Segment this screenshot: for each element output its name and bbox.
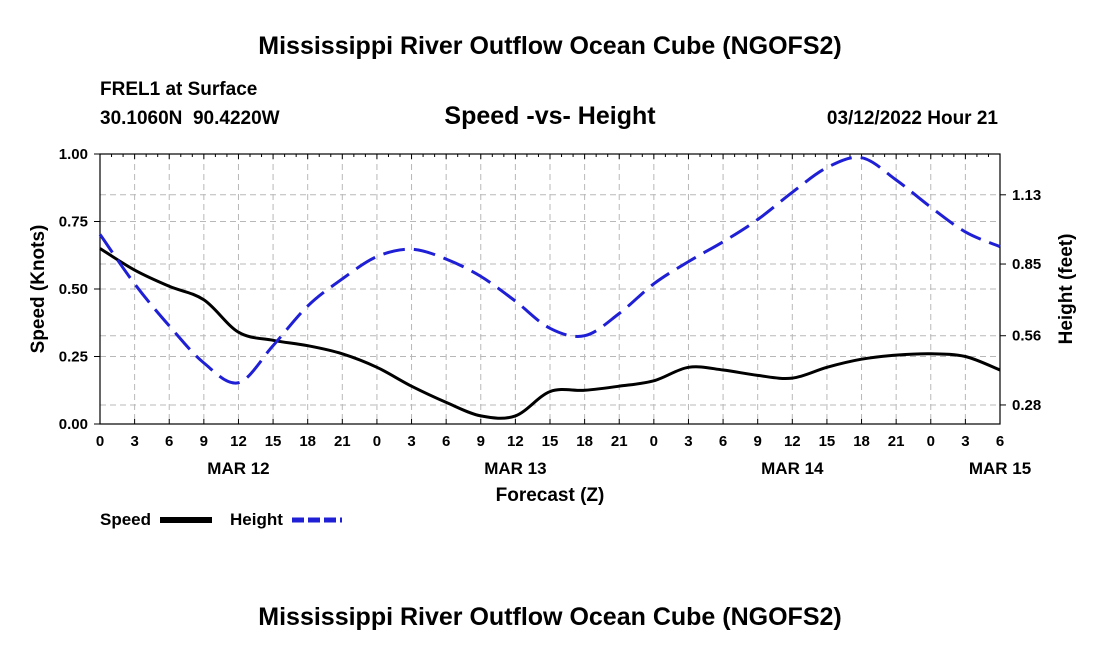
x-tick-label: 0 <box>650 433 658 450</box>
y-tick-label: 0.50 <box>59 281 88 298</box>
height-series-line <box>98 155 1001 385</box>
y2-tick-label: 0.56 <box>1012 328 1041 345</box>
y-tick-label: 0.25 <box>59 349 88 366</box>
x-tick-label: 21 <box>888 433 905 450</box>
x-tick-label: 3 <box>684 433 692 450</box>
x-tick-label: 15 <box>265 433 282 450</box>
gridlines <box>99 153 1001 425</box>
x-tick-label: 6 <box>165 433 173 450</box>
legend-speed-label: Speed <box>100 510 151 529</box>
footer-title: Mississippi River Outflow Ocean Cube (NG… <box>258 603 841 631</box>
station-label: FREL1 at Surface <box>100 79 257 100</box>
y-axis-title: Speed (Knots) <box>28 225 49 354</box>
x-tick-label: 21 <box>611 433 628 450</box>
x-tick-label: 18 <box>853 433 870 450</box>
axis-tick-labels: 0 3 6 9 12 15 18 21 0 3 6 9 12 15 18 21 0 3 6 9 12 15 18 21 0 3 6 M… <box>59 146 1041 478</box>
x-tick-label: 0 <box>96 433 104 450</box>
y2-tick-label: 0.85 <box>1012 256 1041 273</box>
y2-tick-label: 1.13 <box>1012 187 1041 204</box>
x-tick-label: 15 <box>542 433 559 450</box>
x-tick-label: 0 <box>373 433 381 450</box>
speed-series-line <box>99 247 1001 420</box>
date-label: MAR 14 <box>761 459 824 478</box>
x-tick-label: 15 <box>819 433 836 450</box>
x-axis-title: Forecast (Z) <box>496 485 605 506</box>
y2-tick-label: 0.28 <box>1012 397 1041 414</box>
y2-axis-title: Height (feet) <box>1056 234 1077 345</box>
x-tick-label: 12 <box>784 433 801 450</box>
x-tick-label: 0 <box>927 433 935 450</box>
forecast-datetime: 03/12/2022 Hour 21 <box>827 108 999 129</box>
page-title: Mississippi River Outflow Ocean Cube (NG… <box>258 32 841 60</box>
x-tick-label: 6 <box>996 433 1004 450</box>
x-tick-label: 6 <box>719 433 727 450</box>
series-lines <box>98 155 1001 420</box>
y-tick-label: 0.75 <box>59 214 88 231</box>
x-tick-label: 18 <box>576 433 593 450</box>
date-label: MAR 15 <box>969 459 1031 478</box>
x-tick-label: 9 <box>200 433 208 450</box>
chart-title: Speed -vs- Height <box>444 102 656 130</box>
station-coords: 30.1060N 90.4220W <box>100 108 280 129</box>
date-label: MAR 12 <box>207 459 269 478</box>
x-tick-label: 9 <box>477 433 485 450</box>
x-tick-label: 9 <box>754 433 762 450</box>
x-tick-label: 3 <box>961 433 969 450</box>
x-tick-label: 3 <box>407 433 415 450</box>
y-tick-label: 1.00 <box>59 146 88 163</box>
legend: Speed Height <box>100 510 342 529</box>
x-tick-label: 3 <box>130 433 138 450</box>
axis-ticks <box>94 153 1006 425</box>
x-tick-label: 6 <box>442 433 450 450</box>
x-tick-label: 12 <box>507 433 524 450</box>
y-tick-label: 0.00 <box>59 416 88 433</box>
x-tick-label: 18 <box>299 433 316 450</box>
legend-height-label: Height <box>230 510 283 529</box>
date-label: MAR 13 <box>484 459 546 478</box>
x-tick-label: 12 <box>230 433 247 450</box>
x-tick-label: 21 <box>334 433 351 450</box>
